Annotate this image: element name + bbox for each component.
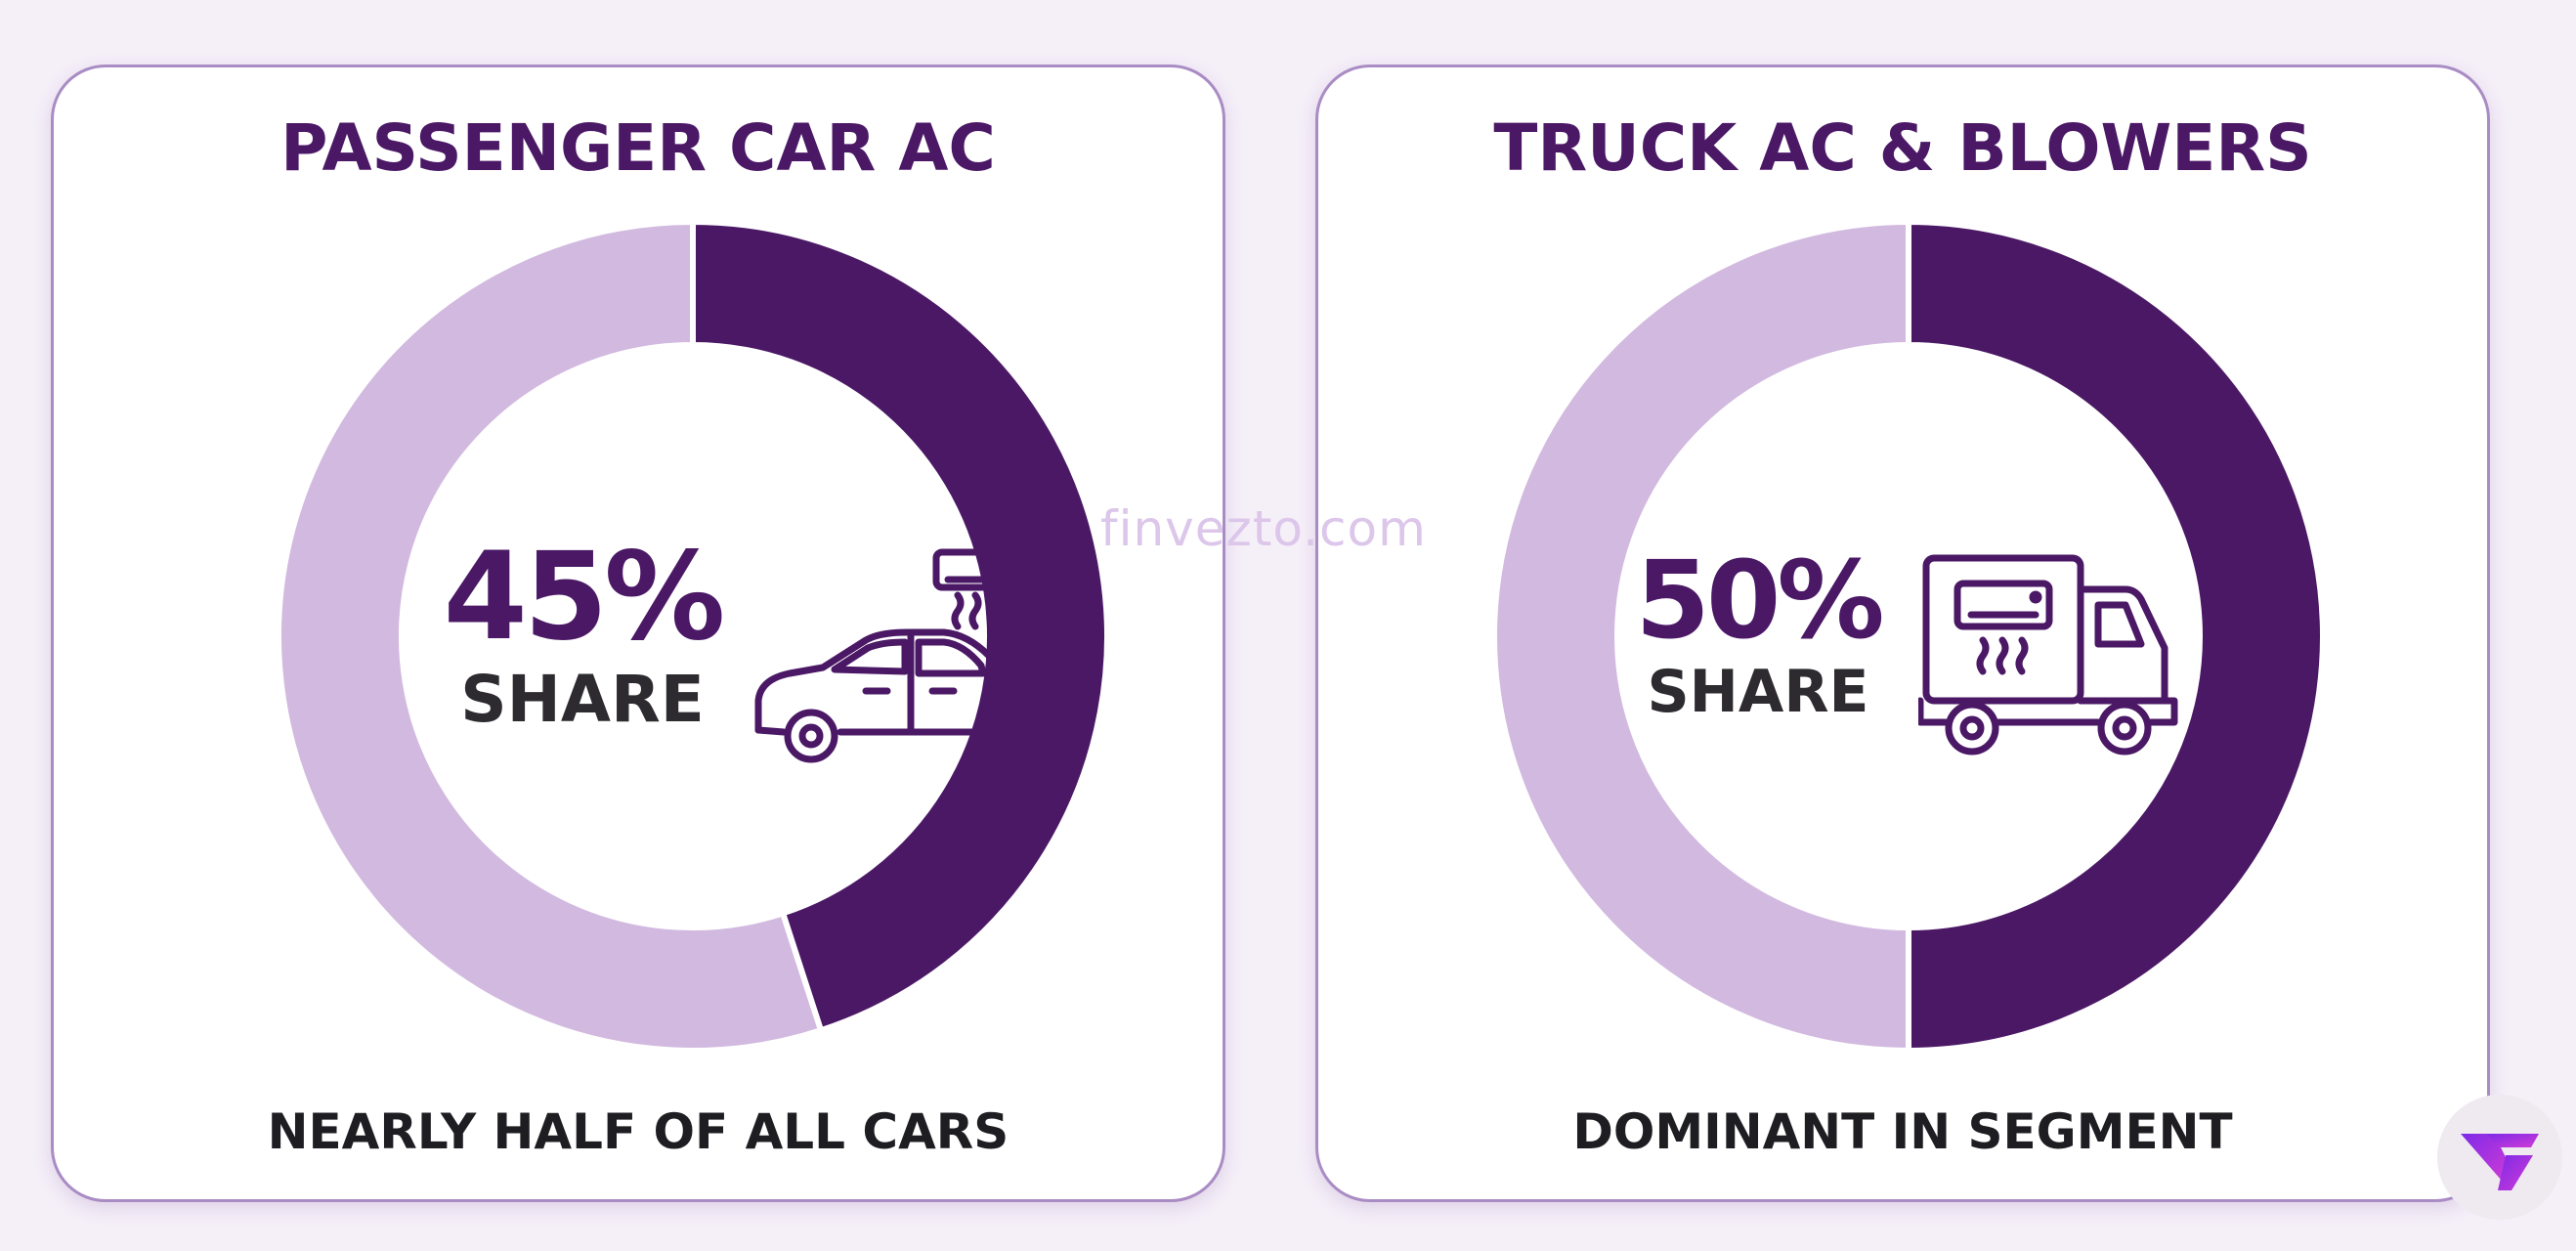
- donut-slice-share: [1906, 218, 2326, 1055]
- share-label: SHARE: [1647, 658, 1869, 726]
- donut-slice-remainder: [276, 218, 825, 1054]
- donut-chart: [1491, 218, 2326, 1055]
- chart-title: TRUCK AC & BLOWERS: [1493, 110, 2312, 186]
- truck-ac-icon: [1918, 554, 2178, 755]
- donut-slice-remainder: [1491, 218, 1911, 1055]
- share-value: 50%: [1635, 538, 1884, 663]
- brand-logo-icon: [2437, 1095, 2562, 1220]
- chart-caption: NEARLY HALF OF ALL CARS: [267, 1103, 1009, 1160]
- center-label-block: 45% SHARE: [441, 527, 726, 737]
- donut-chart: [276, 218, 1110, 1054]
- donut-slice-share: [690, 218, 1110, 1035]
- share-value: 45%: [443, 527, 726, 668]
- chart-card-truck: TRUCK AC & BLOWERS 50% SHARE: [1315, 65, 2490, 1202]
- car-ac-icon: [754, 548, 1065, 763]
- center-label-block: 50% SHARE: [1631, 546, 1885, 723]
- chart-caption: DOMINANT IN SEGMENT: [1572, 1103, 2233, 1160]
- share-label: SHARE: [460, 662, 705, 737]
- chart-title: PASSENGER CAR AC: [280, 110, 996, 186]
- chart-card-passenger-car: PASSENGER CAR AC 45% SHARE: [51, 65, 1225, 1202]
- watermark-text: finvezto.com: [1100, 500, 1427, 557]
